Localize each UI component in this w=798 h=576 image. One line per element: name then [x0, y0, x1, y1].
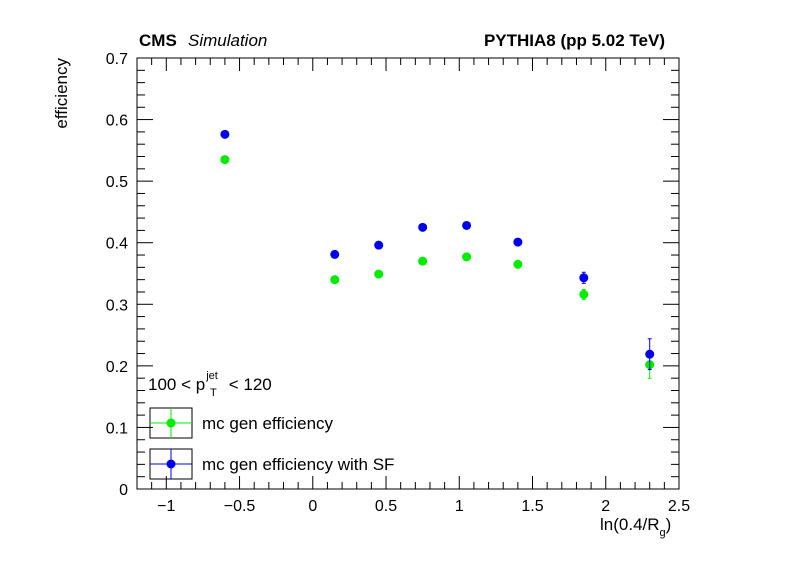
cms-label: CMS [139, 31, 177, 50]
data-point-series-2 [330, 249, 340, 259]
y-tick-label: 0.1 [106, 420, 128, 437]
x-tick-label: 1.5 [521, 498, 543, 515]
data-point-series-1 [513, 259, 523, 269]
pt-range-sup: jet [205, 370, 218, 382]
data-point-series-2 [645, 349, 655, 359]
x-axis-title-close: ) [666, 515, 672, 534]
x-axis-tick-labels: −1 −0.5 0 0.5 1 1.5 2 2.5 [157, 498, 690, 515]
data-point-series-1 [579, 289, 589, 299]
y-tick-label: 0.2 [106, 359, 128, 376]
data-point-series-2 [462, 220, 472, 230]
y-tick-label: 0.7 [106, 51, 128, 68]
x-tick-label: 2 [601, 498, 610, 515]
y-tick-label: 0.5 [106, 174, 128, 191]
data-point-series-1 [220, 155, 230, 165]
x-tick-label: −0.5 [224, 498, 256, 515]
x-axis-title-sub: g [660, 527, 666, 539]
y-tick-label: 0 [119, 482, 128, 499]
data-point-series-2 [374, 240, 384, 250]
y-axis-title: efficiency [52, 58, 71, 129]
legend-marker-1 [166, 418, 176, 428]
data-point-series-2 [513, 237, 523, 247]
simulation-label: Simulation [188, 31, 267, 50]
data-point-series-1 [374, 269, 384, 279]
x-axis-ticks [151, 58, 680, 489]
pt-range-sub: T [210, 387, 217, 399]
x-tick-label: 1 [455, 498, 464, 515]
y-tick-label: 0.3 [106, 297, 128, 314]
legend-label-1: mc gen efficiency [202, 414, 334, 433]
data-point-series-2 [418, 222, 428, 232]
generator-label: PYTHIA8 (pp 5.02 TeV) [484, 31, 665, 50]
y-axis-tick-labels: 0 0.1 0.2 0.3 0.4 0.5 0.6 0.7 [106, 51, 128, 499]
data-point-series-2 [579, 273, 589, 283]
data-point-series-1 [418, 256, 428, 266]
data-markers [220, 129, 655, 379]
x-axis-title-main: ln(0.4/R [600, 515, 660, 534]
legend-marker-2 [166, 459, 176, 469]
y-tick-label: 0.6 [106, 113, 128, 130]
plot-frame [136, 57, 680, 490]
data-point-series-1 [330, 275, 340, 285]
data-point-series-1 [462, 252, 472, 262]
y-tick-label: 0.4 [106, 236, 128, 253]
x-tick-label: −1 [157, 498, 175, 515]
pt-range-suffix: < 120 [224, 375, 272, 394]
data-point-series-2 [220, 129, 230, 139]
x-tick-label: 0 [308, 498, 317, 515]
x-tick-label: 0.5 [375, 498, 397, 515]
legend-label-2: mc gen efficiency with SF [202, 455, 394, 474]
x-tick-label: 2.5 [668, 498, 690, 515]
pt-range-annotation: 100 < pjet T < 120 [148, 370, 272, 399]
legend: mc gen efficiency mc gen efficiency with… [149, 407, 394, 480]
pt-range-prefix: 100 < p [148, 375, 205, 394]
x-axis-title: ln(0.4/Rg) [600, 515, 671, 539]
y-axis-ticks [137, 57, 679, 490]
